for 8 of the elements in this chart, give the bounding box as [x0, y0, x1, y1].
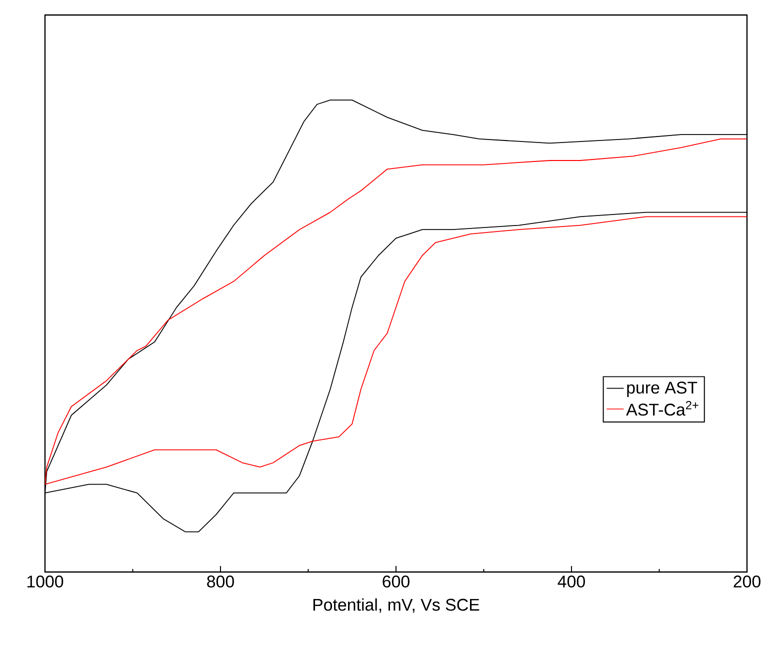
- x-tick-label: 400: [558, 576, 585, 588]
- x-tick-label: 200: [734, 576, 760, 588]
- x-tick-label: 600: [382, 576, 410, 588]
- legend-label: pure AST: [627, 382, 698, 398]
- x-tick-label: 1000: [27, 576, 64, 588]
- x-tick-label: 800: [207, 576, 234, 588]
- x-axis-title: Potential, mV, Vs SCE: [313, 598, 480, 613]
- legend-label: AST-Ca$^{2+}$: [626, 400, 698, 416]
